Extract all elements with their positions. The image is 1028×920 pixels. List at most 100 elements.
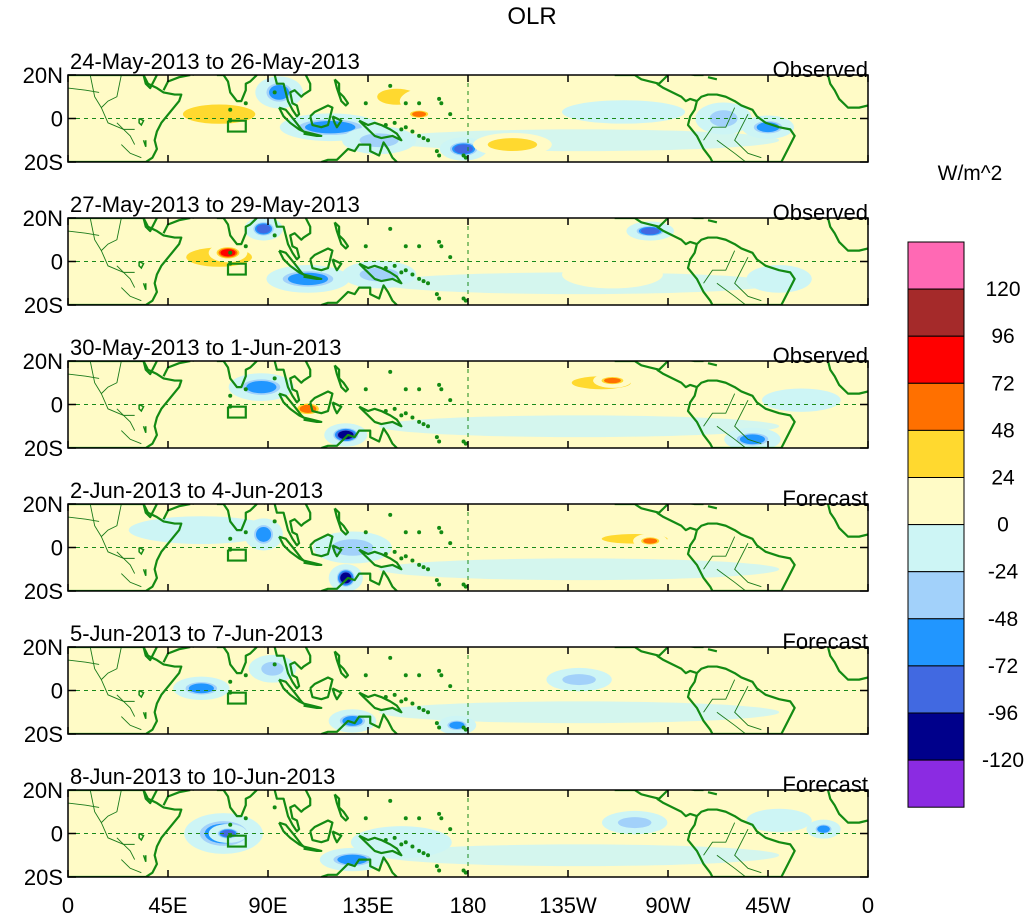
anomaly-region [379, 844, 780, 867]
coastline [303, 559, 323, 567]
panel-5: 20N 0 20S 5-Jun-2013 to 7-Jun-2013 Forecast [23, 621, 869, 747]
country-border [703, 679, 736, 713]
country-border [89, 75, 122, 109]
island [448, 398, 453, 403]
coastline [303, 702, 323, 710]
coastline [358, 119, 403, 142]
coastline [656, 654, 796, 734]
y-tick-label: 20N [23, 492, 63, 517]
island [448, 112, 453, 117]
country-border [734, 256, 762, 302]
colorbar-swatch [907, 335, 965, 384]
panel-kind: Observed [773, 200, 868, 225]
coastline [263, 361, 312, 404]
coastline [263, 504, 312, 547]
anomaly-contour [759, 270, 799, 287]
coastline [614, 75, 669, 85]
island [403, 387, 408, 392]
colorbar-label: 48 [991, 419, 1014, 442]
x-tick-label: 135W [539, 893, 597, 918]
anomaly-contour [368, 832, 435, 852]
island [399, 699, 404, 704]
island [463, 155, 468, 160]
island [410, 558, 415, 563]
anomaly-region [379, 558, 780, 581]
coastline [707, 505, 718, 510]
island [434, 149, 439, 154]
colorbar-swatch [907, 524, 965, 573]
country-border [121, 144, 142, 159]
anomaly-contour [340, 572, 352, 584]
country-border [716, 568, 747, 591]
x-tick-label: 90E [248, 893, 287, 918]
colorbar-label: 72 [991, 372, 1014, 395]
y-tick-label: 20S [24, 579, 63, 604]
lake-outline [142, 283, 147, 291]
anomaly-contour [454, 144, 473, 154]
island [437, 96, 442, 101]
colorbar-swatch [907, 571, 965, 620]
country-border [716, 425, 747, 448]
island [363, 387, 368, 392]
anomaly-contour [337, 854, 368, 865]
coastline [358, 262, 403, 285]
x-tick-label: 0 [62, 893, 74, 918]
panel-period: 30-May-2013 to 1-Jun-2013 [70, 335, 342, 360]
coastline [309, 533, 334, 558]
coastline [614, 218, 669, 228]
country-border [116, 408, 136, 431]
island [410, 272, 415, 277]
y-tick-label: 0 [51, 250, 63, 275]
island [463, 298, 468, 303]
coastline [358, 834, 403, 857]
coastline [303, 130, 323, 137]
colorbar: W/m^2 120 96 72 48 24 0 -24 -48 -72 -96 -120 [907, 162, 1024, 808]
island [272, 805, 277, 810]
island [434, 435, 439, 440]
anomaly-field [68, 647, 868, 734]
anomaly-contour [640, 227, 660, 235]
island [417, 244, 422, 249]
x-axis: 0 45E 90E 135E 180 135W 90W 45W 0 [62, 893, 874, 918]
coastline [162, 218, 191, 234]
country-border [121, 287, 142, 302]
country-border [68, 516, 100, 522]
anomaly-contour [220, 249, 236, 257]
island [410, 415, 415, 420]
country-border [100, 536, 135, 559]
coastline [320, 427, 398, 448]
panels: 20N 0 20S 24-May-2013 to 26-May-2013 Observe… [23, 49, 869, 890]
island [228, 822, 233, 827]
island [363, 244, 368, 249]
island [388, 83, 393, 88]
coastline [614, 790, 669, 800]
island [437, 153, 442, 158]
colorbar-label: 0 [997, 514, 1009, 537]
coastline [707, 362, 718, 367]
island [272, 519, 277, 524]
coastline [309, 390, 334, 415]
coastline [216, 75, 258, 103]
coastline [826, 504, 868, 538]
coastline [707, 791, 718, 796]
coastline [320, 570, 398, 591]
panel-period: 24-May-2013 to 26-May-2013 [70, 49, 360, 74]
panel-1: 20N 0 20S 24-May-2013 to 26-May-2013 Observe… [23, 49, 869, 175]
anomaly-region [379, 415, 780, 438]
anomaly-contour [739, 434, 766, 445]
island [417, 816, 422, 821]
island [363, 101, 368, 106]
country-border [703, 822, 736, 856]
island [403, 554, 408, 559]
coastline [142, 647, 158, 662]
coastline [162, 790, 191, 806]
lake-outline [142, 426, 147, 434]
colorbar-label: -96 [988, 702, 1018, 725]
coastline [656, 797, 796, 877]
island [439, 387, 444, 392]
anomaly-contour [305, 121, 356, 134]
lake-outline [138, 403, 145, 413]
coastline [614, 647, 669, 657]
anomaly-contour [617, 817, 652, 829]
country-border [716, 139, 747, 162]
